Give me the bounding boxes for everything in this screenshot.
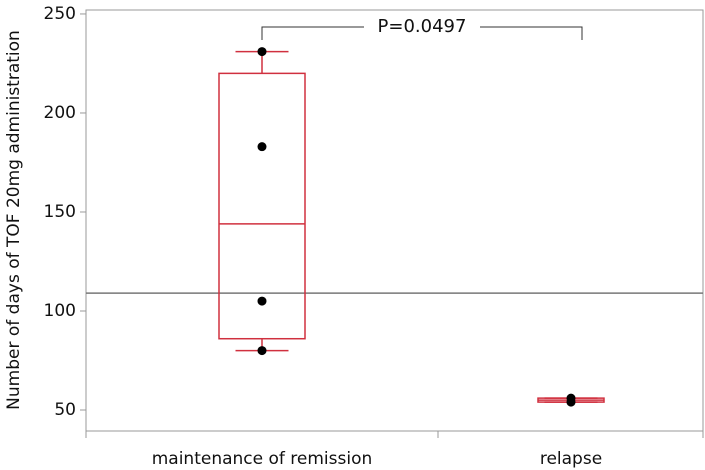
bracket (261, 26, 583, 40)
annotation: P=0.0497 (378, 16, 467, 37)
y-axis-label: Number of days of TOF 20mg administratio… (4, 30, 24, 410)
box (218, 72, 306, 340)
x-tick-label: maintenance of remission (152, 449, 373, 469)
x-tick-label: relapse (540, 449, 602, 469)
y-tick-label: 150 (44, 202, 76, 222)
y-tick-label: 100 (44, 301, 76, 321)
data-point (257, 142, 267, 152)
data-point (257, 346, 267, 356)
data-point (257, 296, 267, 306)
plot-frame (85, 9, 704, 432)
data-point (257, 47, 267, 57)
y-tick-label: 50 (54, 400, 76, 420)
data-point (566, 397, 576, 407)
y-tick-label: 200 (44, 103, 76, 123)
y-tick-label: 250 (44, 4, 76, 24)
